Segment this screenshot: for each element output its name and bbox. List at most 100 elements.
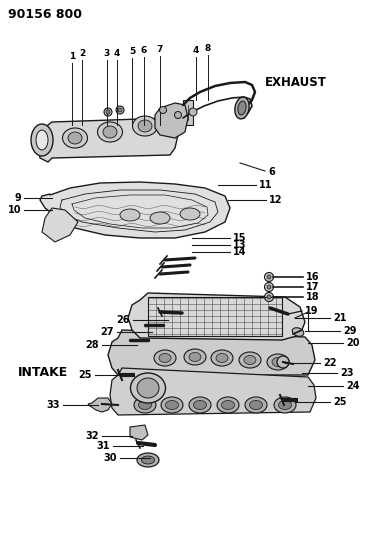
Circle shape: [174, 111, 181, 118]
Circle shape: [277, 356, 289, 368]
Ellipse shape: [216, 353, 228, 362]
Text: 1: 1: [69, 52, 75, 61]
Text: 10: 10: [7, 205, 21, 215]
Ellipse shape: [274, 397, 296, 413]
Ellipse shape: [154, 350, 176, 366]
Text: 29: 29: [343, 326, 357, 336]
Ellipse shape: [159, 353, 171, 362]
Polygon shape: [183, 100, 193, 125]
Text: 16: 16: [306, 272, 319, 282]
Text: 3: 3: [104, 49, 110, 58]
Text: 33: 33: [47, 400, 60, 410]
Ellipse shape: [63, 128, 88, 148]
Text: INTAKE: INTAKE: [18, 366, 68, 378]
Ellipse shape: [133, 116, 158, 136]
Text: 6: 6: [268, 167, 275, 177]
Ellipse shape: [161, 397, 183, 413]
Text: 8: 8: [205, 44, 211, 53]
Polygon shape: [40, 182, 230, 238]
Text: 12: 12: [269, 195, 283, 205]
Text: 32: 32: [86, 431, 99, 441]
Ellipse shape: [194, 400, 206, 409]
Text: 90156 800: 90156 800: [8, 8, 82, 21]
Ellipse shape: [221, 400, 235, 409]
Polygon shape: [38, 118, 178, 162]
Text: 6: 6: [141, 46, 147, 55]
Circle shape: [267, 285, 271, 289]
Text: 19: 19: [305, 306, 319, 316]
Circle shape: [264, 282, 273, 292]
Ellipse shape: [138, 400, 151, 409]
Text: 27: 27: [100, 327, 114, 337]
Ellipse shape: [134, 397, 156, 413]
Circle shape: [118, 108, 122, 112]
Polygon shape: [130, 425, 148, 440]
Ellipse shape: [245, 397, 267, 413]
Text: 13: 13: [233, 240, 246, 250]
Circle shape: [264, 293, 273, 302]
Ellipse shape: [244, 356, 256, 365]
Text: 20: 20: [346, 338, 359, 348]
Ellipse shape: [238, 101, 246, 115]
Ellipse shape: [137, 378, 159, 398]
Circle shape: [106, 110, 110, 114]
Polygon shape: [155, 103, 188, 138]
Text: 14: 14: [233, 247, 246, 257]
Ellipse shape: [97, 122, 122, 142]
Ellipse shape: [272, 358, 284, 367]
Ellipse shape: [131, 373, 165, 403]
Text: 25: 25: [333, 397, 346, 407]
Ellipse shape: [180, 208, 200, 220]
Circle shape: [189, 108, 197, 116]
Text: 15: 15: [233, 233, 246, 243]
Ellipse shape: [36, 130, 48, 150]
Text: 21: 21: [333, 313, 346, 323]
Text: 26: 26: [117, 315, 130, 325]
Circle shape: [267, 275, 271, 279]
Polygon shape: [88, 398, 112, 412]
Ellipse shape: [137, 453, 159, 467]
Text: 17: 17: [306, 282, 319, 292]
Ellipse shape: [150, 212, 170, 224]
Text: 31: 31: [97, 441, 110, 451]
Text: 28: 28: [85, 340, 99, 350]
Ellipse shape: [189, 397, 211, 413]
Ellipse shape: [267, 354, 289, 370]
Polygon shape: [128, 293, 305, 340]
Ellipse shape: [142, 456, 154, 464]
Polygon shape: [42, 208, 78, 242]
Ellipse shape: [120, 209, 140, 221]
Circle shape: [267, 295, 271, 299]
Ellipse shape: [278, 400, 292, 409]
Ellipse shape: [239, 352, 261, 368]
Ellipse shape: [249, 400, 262, 409]
Circle shape: [116, 106, 124, 114]
Text: 25: 25: [79, 370, 92, 380]
Text: 11: 11: [259, 180, 273, 190]
Text: 5: 5: [129, 47, 135, 56]
Polygon shape: [108, 330, 315, 375]
Ellipse shape: [211, 350, 233, 366]
Circle shape: [264, 272, 273, 281]
Text: EXHAUST: EXHAUST: [265, 76, 327, 88]
Circle shape: [160, 107, 167, 114]
Text: 7: 7: [157, 45, 163, 54]
Ellipse shape: [235, 97, 249, 119]
Text: 24: 24: [346, 381, 359, 391]
Text: 4: 4: [114, 49, 120, 58]
Circle shape: [104, 108, 112, 116]
Text: 22: 22: [323, 358, 337, 368]
Ellipse shape: [165, 400, 179, 409]
Ellipse shape: [184, 349, 206, 365]
Text: 30: 30: [104, 453, 117, 463]
Polygon shape: [110, 368, 316, 415]
Ellipse shape: [103, 126, 117, 138]
Text: 9: 9: [14, 193, 21, 203]
Ellipse shape: [68, 132, 82, 144]
Text: 4: 4: [193, 46, 199, 55]
Text: 2: 2: [79, 49, 85, 58]
Text: 23: 23: [340, 368, 353, 378]
Text: 18: 18: [306, 292, 319, 302]
Ellipse shape: [138, 120, 152, 132]
Ellipse shape: [292, 328, 304, 336]
